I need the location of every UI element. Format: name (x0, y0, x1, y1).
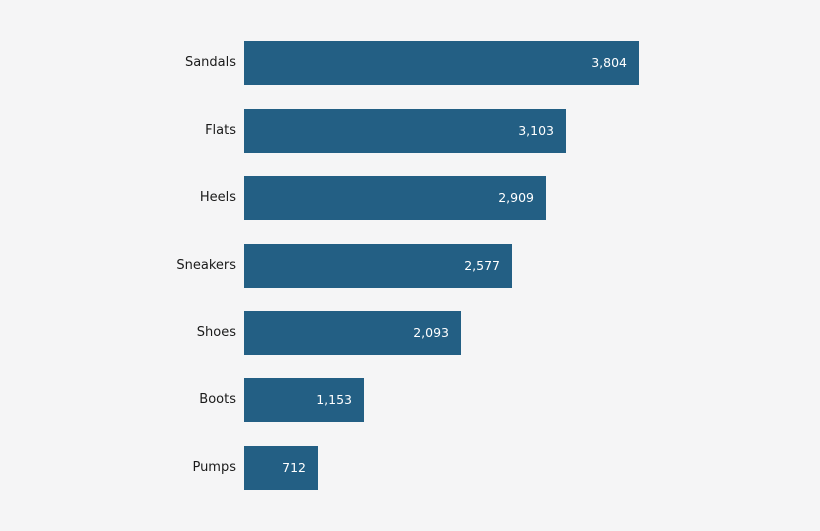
bar-row: Flats 3,103 (0, 109, 820, 153)
bar: 1,153 (244, 378, 364, 422)
bar: 3,103 (244, 109, 566, 153)
category-label: Flats (205, 123, 236, 138)
category-label: Pumps (192, 460, 236, 475)
bar-row: Sandals 3,804 (0, 41, 820, 85)
bar-row: Shoes 2,093 (0, 311, 820, 355)
value-label: 3,103 (518, 123, 554, 138)
bar: 2,909 (244, 176, 546, 220)
bar: 3,804 (244, 41, 639, 85)
value-label: 2,093 (413, 325, 449, 340)
bar-row: Pumps 712 (0, 446, 820, 490)
bar-row: Heels 2,909 (0, 176, 820, 220)
category-label: Heels (199, 190, 236, 205)
value-label: 2,909 (498, 190, 534, 205)
category-label: Sneakers (176, 258, 236, 273)
value-label: 1,153 (316, 392, 352, 407)
bar-row: Boots 1,153 (0, 378, 820, 422)
category-label: Shoes (196, 325, 236, 340)
value-label: 3,804 (591, 55, 627, 70)
bar-row: Sneakers 2,577 (0, 244, 820, 288)
value-label: 712 (282, 460, 306, 475)
category-label: Sandals (184, 55, 236, 70)
value-label: 2,577 (464, 258, 500, 273)
category-label: Boots (199, 392, 236, 407)
bar: 2,093 (244, 311, 461, 355)
bar: 2,577 (244, 244, 512, 288)
bar: 712 (244, 446, 318, 490)
